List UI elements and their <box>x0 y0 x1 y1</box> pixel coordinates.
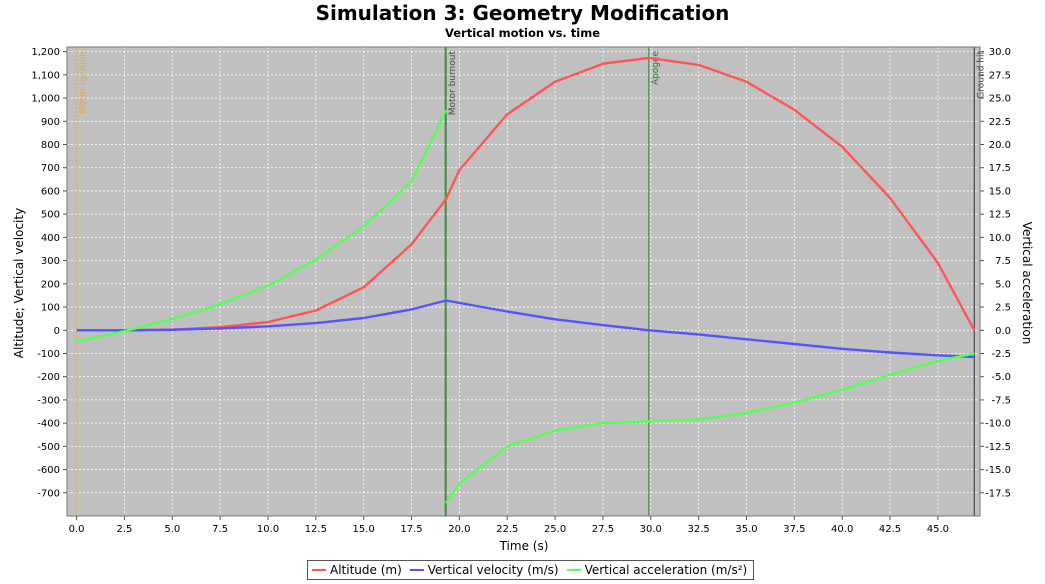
y-right-tick-label: 2.5 <box>995 303 1011 314</box>
x-tick-label: 5.0 <box>164 524 180 535</box>
y-left-tick-label: 0 <box>54 326 60 337</box>
y-axis-left-title: Altitude; Vertical velocity <box>12 208 26 358</box>
x-tick-label: 30.0 <box>640 524 662 535</box>
series-line-acceleration <box>76 109 448 343</box>
y-right-tick-label: 0.0 <box>995 326 1011 337</box>
y-left-tick-label: -300 <box>37 395 60 406</box>
y-right-tick-label: 12.5 <box>989 210 1011 221</box>
legend-label-acceleration: Vertical acceleration (m/s²) <box>584 563 748 577</box>
y-right-tick-label: -7.5 <box>991 395 1011 406</box>
x-tick-label: 10.0 <box>257 524 279 535</box>
y-left-tick-label: 1,100 <box>31 70 60 81</box>
legend-label-altitude: Altitude (m) <box>330 563 402 577</box>
x-axis-title: Time (s) <box>499 539 549 553</box>
series-line-altitude <box>76 56 976 332</box>
legend-item-altitude: Altitude (m) <box>312 563 402 577</box>
y-right-tick-label: -17.5 <box>985 488 1011 499</box>
y-right-tick-label: -5.0 <box>991 372 1011 383</box>
y-left-tick-label: 200 <box>41 279 60 290</box>
x-tick-label: 15.0 <box>353 524 375 535</box>
chart-title: Simulation 3: Geometry Modification <box>315 1 730 25</box>
x-tick-label: 22.5 <box>496 524 518 535</box>
legend-swatch-velocity <box>409 569 424 571</box>
y-left-tick-label: 300 <box>41 256 60 267</box>
y-left-tick-label: -100 <box>37 349 60 360</box>
event-label-motor-burnout: Motor burnout <box>448 51 458 116</box>
x-tick-label: 12.5 <box>305 524 327 535</box>
axes: 0.0 2.5 5.0 7.5 10.0 12.5 15.0 17.5 20.0 22.5 25.0… <box>31 46 1011 535</box>
legend-item-acceleration: Vertical acceleration (m/s²) <box>566 563 748 577</box>
plot-border <box>66 46 981 517</box>
y-left-tick-label: 500 <box>41 210 60 221</box>
y-left-tick-label: -200 <box>37 372 60 383</box>
series-lines <box>76 56 976 504</box>
x-tick-label: 25.0 <box>544 524 566 535</box>
x-tick-label: 7.5 <box>212 524 228 535</box>
plot-area <box>67 47 980 516</box>
x-tick-label: 27.5 <box>592 524 614 535</box>
x-tick-label: 37.5 <box>783 524 805 535</box>
y-right-tick-label: -15.0 <box>985 465 1011 476</box>
legend-swatch-acceleration <box>566 569 581 571</box>
y-right-tick-label: -10.0 <box>985 419 1011 430</box>
x-tick-label: 35.0 <box>735 524 757 535</box>
legend-label-velocity: Vertical velocity (m/s) <box>427 563 559 577</box>
y-left-tick-label: 100 <box>41 303 60 314</box>
chart-legend: Altitude (m) Vertical velocity (m/s) Ver… <box>307 560 755 580</box>
y-right-tick-label: 20.0 <box>989 140 1011 151</box>
y-left-tick-label: -500 <box>37 442 60 453</box>
y-left-tick-label: 1,000 <box>31 94 60 105</box>
y-left-tick-label: 600 <box>41 186 60 197</box>
y-right-tick-label: 15.0 <box>989 186 1011 197</box>
y-right-tick-label: 27.5 <box>989 70 1011 81</box>
y-right-tick-label: 25.0 <box>989 94 1011 105</box>
y-right-tick-label: -12.5 <box>985 442 1011 453</box>
series-line-acceleration-coast <box>445 352 975 504</box>
x-tick-label: 40.0 <box>831 524 853 535</box>
y-right-tick-label: 17.5 <box>989 163 1011 174</box>
event-label-motor-ignition: Motor ignition <box>79 51 89 114</box>
chart-canvas: Motor ignition Motor burnout Apogee Ground … <box>12 46 1034 553</box>
y-left-tick-label: -600 <box>37 465 60 476</box>
plot-background <box>67 47 980 516</box>
x-tick-label: 32.5 <box>688 524 710 535</box>
legend-swatch-altitude <box>312 569 326 571</box>
x-tick-label: 17.5 <box>400 524 422 535</box>
y-left-tick-label: 1,200 <box>31 47 60 58</box>
y-left-tick-label: 700 <box>41 163 60 174</box>
x-tick-label: 42.5 <box>879 524 901 535</box>
grid-lines <box>67 47 980 516</box>
y-right-tick-label: 10.0 <box>989 233 1011 244</box>
x-tick-label: 20.0 <box>448 524 470 535</box>
x-tick-label: 45.0 <box>927 524 949 535</box>
chart-subtitle: Vertical motion vs. time <box>444 26 601 40</box>
y-left-tick-label: 900 <box>41 117 60 128</box>
y-axis-right-title: Vertical acceleration <box>1020 222 1034 345</box>
x-tick-label: 0.0 <box>69 524 85 535</box>
y-left-tick-label: -700 <box>37 488 60 499</box>
y-right-tick-label: 30.0 <box>989 47 1011 58</box>
y-right-tick-label: -2.5 <box>991 349 1011 360</box>
series-line-velocity <box>76 299 975 359</box>
y-left-tick-label: 800 <box>41 140 60 151</box>
y-left-tick-label: -400 <box>37 419 60 430</box>
y-right-tick-label: 5.0 <box>995 279 1011 290</box>
y-right-tick-label: 7.5 <box>995 256 1011 267</box>
x-tick-label: 2.5 <box>116 524 132 535</box>
legend-item-velocity: Vertical velocity (m/s) <box>409 563 559 577</box>
y-left-tick-label: 400 <box>41 233 60 244</box>
y-right-tick-label: 22.5 <box>989 117 1011 128</box>
event-label-apogee: Apogee <box>651 51 661 86</box>
